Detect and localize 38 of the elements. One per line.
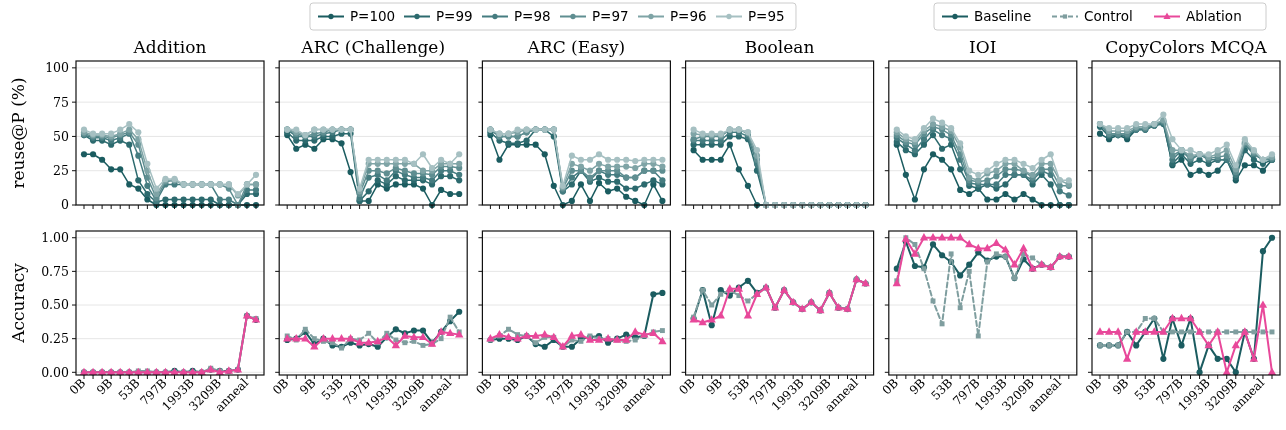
x-tick-label: 0B xyxy=(269,375,292,398)
x-tick-label: 0B xyxy=(879,375,902,398)
chart-title: Addition xyxy=(132,37,207,57)
chart-title: CopyColors MCQA xyxy=(1105,37,1268,57)
legend-label: P=95 xyxy=(747,8,785,25)
x-tick-label: 9B xyxy=(703,375,726,398)
y-tick-label: 0 xyxy=(61,197,70,213)
legend-label: P=97 xyxy=(591,8,629,25)
x-tick-label: 0B xyxy=(1082,375,1105,398)
chart-title: ARC (Easy) xyxy=(526,37,626,57)
x-tick-label: 0B xyxy=(676,375,698,398)
y-tick-label: 75 xyxy=(53,94,69,110)
y-tick-label: 0.00 xyxy=(41,364,70,380)
y-tick-label: 0.25 xyxy=(41,331,69,347)
chart-title: IOI xyxy=(969,37,997,57)
y-tick-label: 25 xyxy=(53,163,69,179)
y-tick-label: 0.75 xyxy=(41,263,69,279)
legend-label: P=98 xyxy=(513,8,551,25)
y-tick-label: 1.00 xyxy=(41,230,70,246)
legend-label: Control xyxy=(1084,8,1133,25)
x-tick-label: 9B xyxy=(297,375,319,398)
y-axis-title: Accuracy xyxy=(8,262,28,344)
x-tick-label: 9B xyxy=(1109,375,1132,398)
legend-label: Baseline xyxy=(974,8,1032,25)
x-tick-label: 0B xyxy=(473,375,495,398)
chart-title: ARC (Challenge) xyxy=(300,37,446,57)
legend-label: P=96 xyxy=(669,8,707,25)
y-tick-label: 0.50 xyxy=(41,297,70,313)
legend-label: P=100 xyxy=(349,8,396,25)
y-tick-label: 100 xyxy=(45,60,70,76)
x-tick-label: 9B xyxy=(93,375,116,398)
x-tick-label: 9B xyxy=(500,375,522,398)
chart-title: Boolean xyxy=(744,37,815,57)
y-axis-title: reuse@P (%) xyxy=(8,77,28,189)
x-tick-label: 9B xyxy=(906,375,929,398)
y-tick-label: 50 xyxy=(53,128,70,144)
legend-label: Ablation xyxy=(1186,8,1242,25)
legend-label: P=99 xyxy=(435,8,473,25)
